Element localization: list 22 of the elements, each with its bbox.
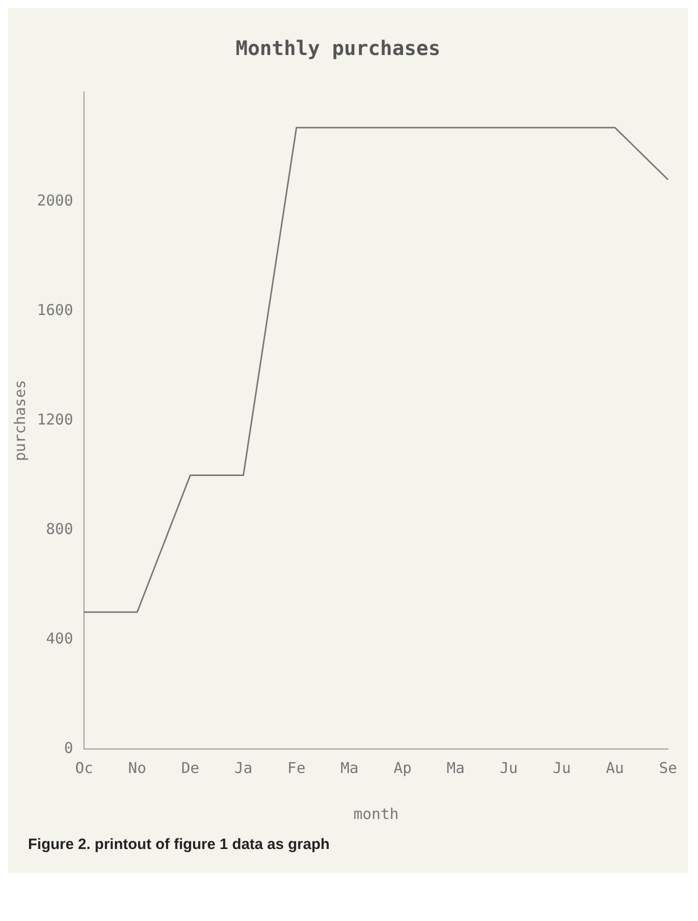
x-tick-label: No [128, 758, 146, 777]
x-tick-label: Ap [394, 758, 412, 777]
x-tick-label: Ju [552, 758, 571, 777]
y-tick-label: 1200 [37, 410, 74, 428]
x-axis-title: month [353, 804, 399, 823]
x-tick-label: Ju [500, 758, 518, 777]
x-tick-label: Se [658, 758, 678, 777]
x-tick-label: Ma [446, 758, 465, 777]
y-tick-label: 400 [46, 629, 74, 648]
x-tick-label: Ma [340, 758, 359, 777]
y-axis-title: purchases [10, 380, 29, 462]
x-tick-label: De [181, 758, 200, 777]
y-tick-label: 2000 [37, 191, 74, 210]
x-tick-label: Oc [75, 758, 94, 777]
x-tick-label: Ja [234, 758, 252, 777]
chart-title: Monthly purchases [236, 36, 440, 60]
y-tick-label: 1600 [37, 300, 74, 319]
x-tick-label: Fe [287, 758, 306, 777]
caption: Figure 2. printout of figure 1 data as graph [27, 835, 331, 855]
x-tick-label: Au [606, 758, 624, 777]
y-tick-label: 800 [46, 520, 74, 538]
y-tick-label: 0 [64, 738, 74, 757]
